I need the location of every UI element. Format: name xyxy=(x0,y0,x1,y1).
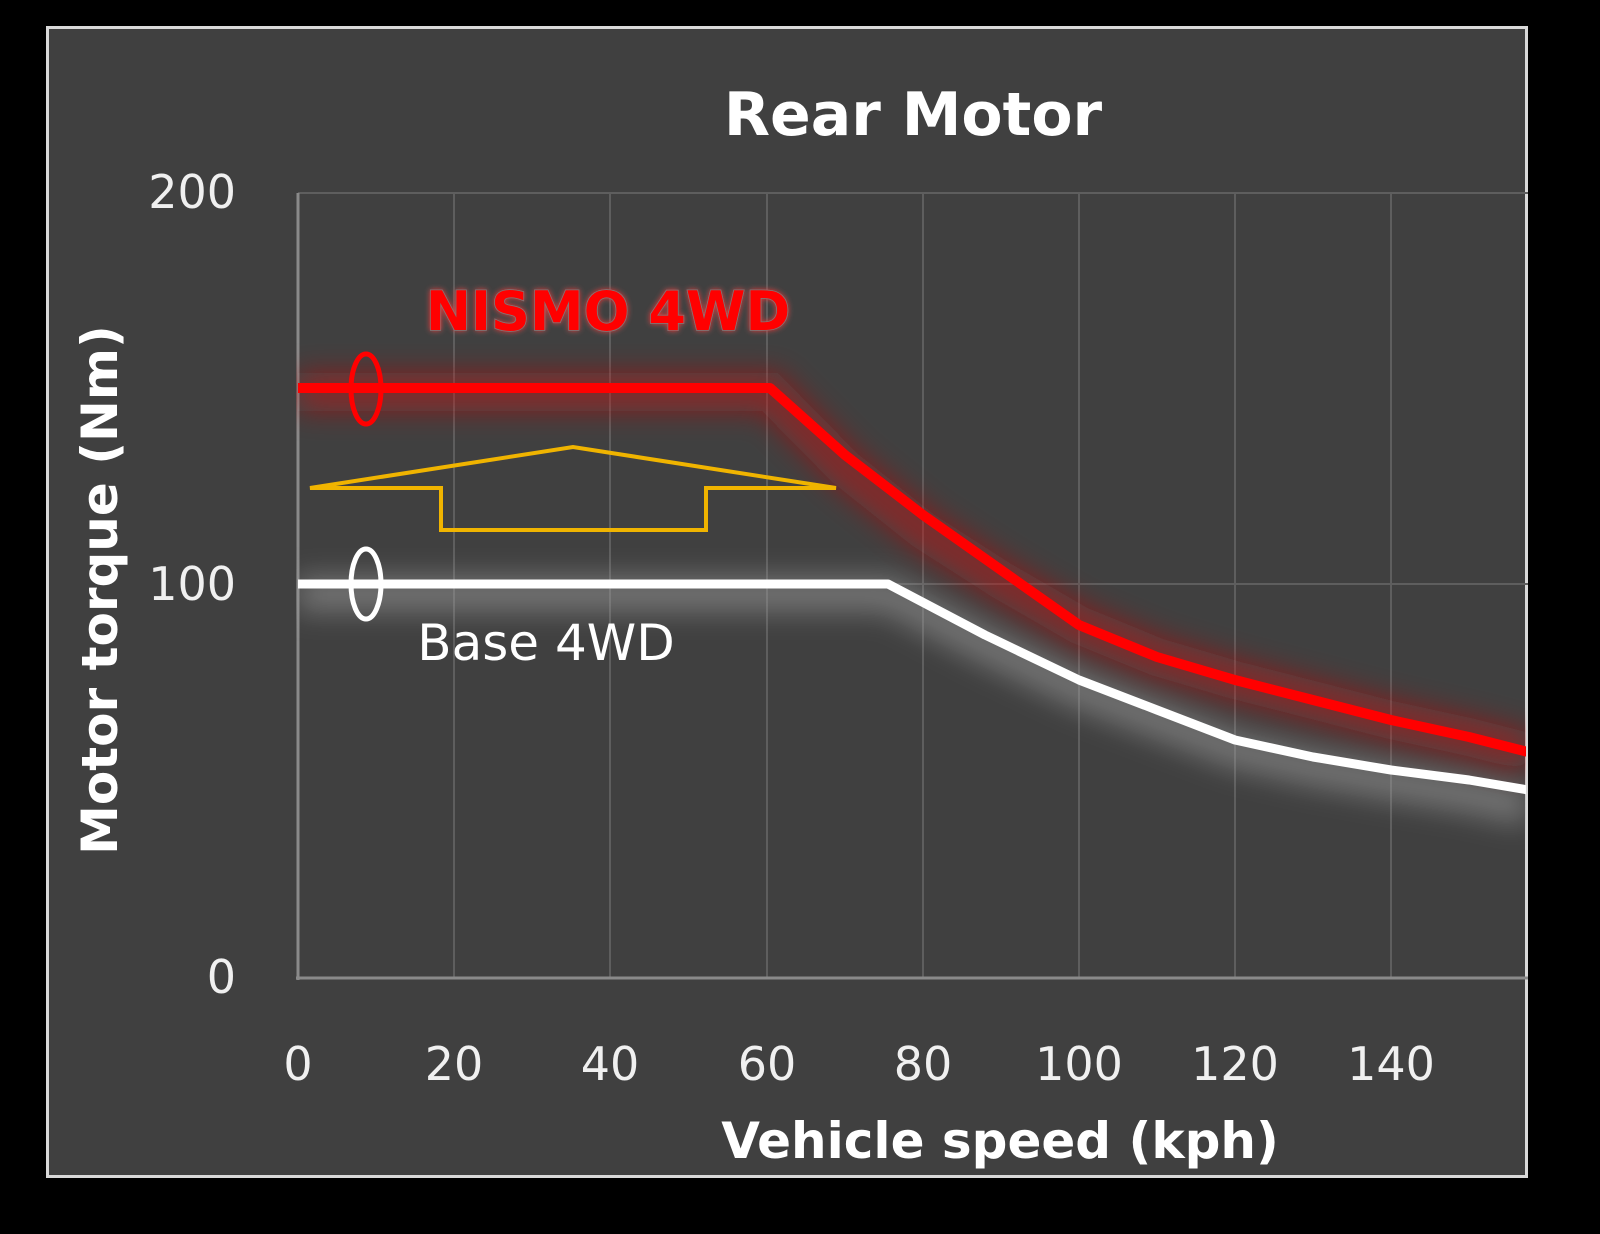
x-tick: 40 xyxy=(581,1037,640,1091)
nismo-4wd-line xyxy=(298,383,1526,757)
x-tick: 140 xyxy=(1347,1037,1435,1091)
nismo-ellipse-marker xyxy=(348,351,384,427)
x-tick: 0 xyxy=(283,1037,312,1091)
x-tick: 100 xyxy=(1035,1037,1123,1091)
y-axis-title: Motor torque (Nm) xyxy=(71,325,129,855)
base-4wd-line xyxy=(298,579,1526,795)
base-ellipse-marker xyxy=(348,546,384,622)
x-tick: 60 xyxy=(738,1037,797,1091)
base-4wd-glow xyxy=(298,577,1526,825)
nismo-label: NISMO 4WD xyxy=(426,280,791,343)
x-tick: 120 xyxy=(1191,1037,1279,1091)
y-tick: 0 xyxy=(207,950,236,1004)
x-axis-ticks: 0 20 40 60 80 100 120 140 xyxy=(283,1037,1435,1091)
nismo-4wd-glow xyxy=(298,373,1526,771)
chart-title: Rear Motor xyxy=(724,80,1103,150)
y-tick: 200 xyxy=(148,165,236,219)
up-arrow-icon xyxy=(309,444,837,532)
x-tick: 80 xyxy=(894,1037,953,1091)
y-axis-ticks: 200 100 0 xyxy=(148,165,236,1004)
base-label: Base 4WD xyxy=(417,614,674,672)
x-axis-title: Vehicle speed (kph) xyxy=(721,1112,1279,1170)
y-tick: 100 xyxy=(148,557,236,611)
x-tick: 20 xyxy=(425,1037,484,1091)
